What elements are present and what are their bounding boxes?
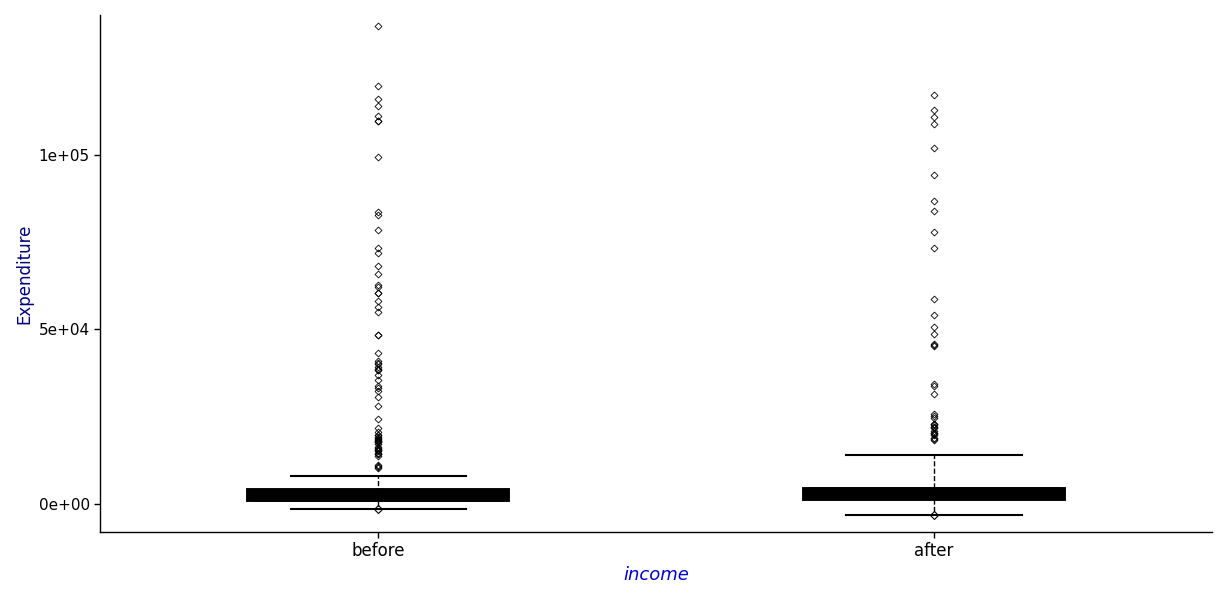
Bar [253,493,503,501]
X-axis label: income: income [623,566,690,584]
Y-axis label: Expenditure: Expenditure [15,223,33,323]
Bar [809,488,1059,499]
